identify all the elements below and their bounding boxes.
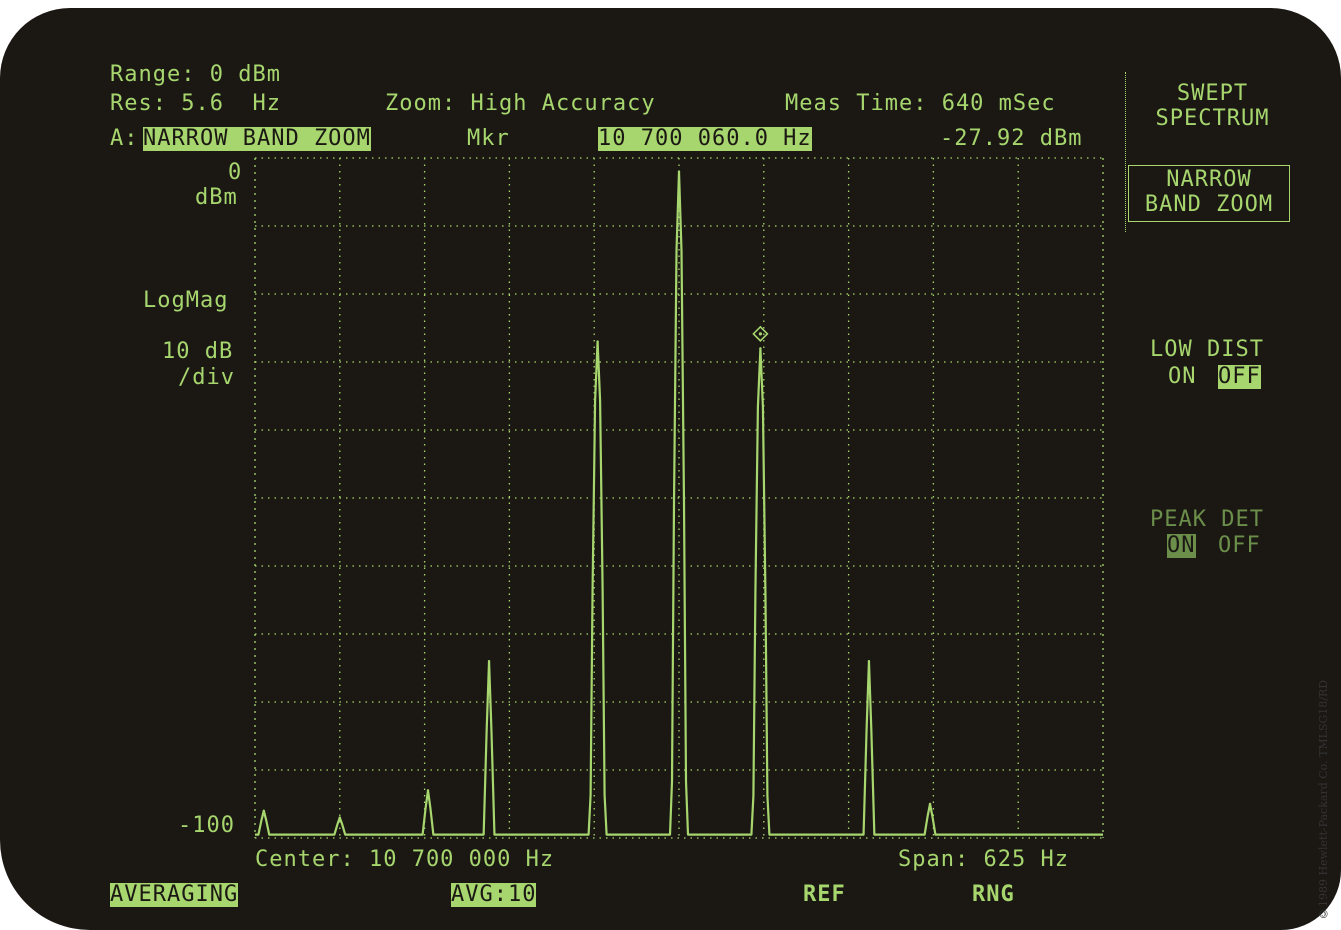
spectral-peak (338, 816, 341, 819)
softkey-menu-title-2: SPECTRUM (1155, 106, 1270, 131)
analyzer-screen: Range: 0 dBm Res: 5.6 Hz Zoom: High Accu… (0, 8, 1341, 930)
marker-label: Mkr (467, 126, 510, 151)
plot-grid (254, 157, 1104, 839)
low-dist-on: ON (1168, 364, 1197, 389)
spectrum-trace-group (255, 170, 1103, 836)
spectrum-plot (254, 157, 1104, 839)
peak-det-off: OFF (1218, 533, 1261, 558)
menu-bracket (1125, 72, 1126, 232)
trace-prefix: A: (110, 126, 139, 151)
spectral-peak (759, 347, 762, 350)
spectral-peak (426, 789, 430, 792)
y-scale-unit: /div (178, 365, 235, 390)
spectral-peak (262, 809, 266, 812)
spectral-peak (867, 660, 871, 663)
low-dist-label: LOW DIST (1150, 337, 1264, 362)
y-top-unit: dBm (195, 185, 238, 210)
nbz-label-2: BAND ZOOM (1144, 192, 1274, 217)
rng-indicator: RNG (972, 882, 1015, 907)
avg-count-badge: AVG:10 (451, 882, 537, 907)
y-top-value: 0 (228, 160, 243, 185)
averaging-badge: AVERAGING (110, 882, 239, 907)
ref-indicator: REF (803, 882, 846, 907)
spectral-peak (928, 802, 932, 806)
low-dist-off: OFF (1218, 364, 1261, 389)
range-readout: Range: 0 dBm (110, 62, 281, 87)
y-bottom-value: -100 (178, 813, 235, 838)
marker-level: -27.92 dBm (940, 126, 1083, 151)
marker-diamond-icon (752, 325, 769, 342)
zoom-readout: Zoom: High Accuracy (385, 91, 656, 116)
spectral-peak (677, 170, 681, 173)
copyright-notice: ©1989 Hewlett-Packard Co. TMLSG18/RD (1317, 679, 1330, 920)
y-scale-value: 10 dB (162, 339, 234, 364)
resolution-readout: Res: 5.6 Hz (110, 91, 281, 116)
spectral-peak (596, 340, 599, 343)
marker-group (752, 325, 769, 342)
trace-mode-badge: NARROW BAND ZOOM (143, 126, 371, 151)
spectrum-trace (255, 170, 1103, 836)
marker-frequency: 10 700 060.0 Hz (598, 126, 812, 151)
meas-time-readout: Meas Time: 640 mSec (785, 91, 1056, 116)
spectral-peak (487, 660, 491, 663)
y-scale-type: LogMag (143, 288, 229, 313)
peak-det-on: ON (1167, 533, 1196, 558)
narrow-band-zoom-softkey[interactable]: NARROW BAND ZOOM (1128, 165, 1290, 222)
softkey-menu-title-1: SWEPT (1176, 81, 1249, 106)
peak-det-label: PEAK DET (1150, 507, 1264, 532)
marker-center-dot (758, 332, 763, 336)
center-frequency: Center: 10 700 000 Hz (255, 847, 555, 872)
span-readout: Span: 625 Hz (898, 847, 1069, 872)
nbz-label-1: NARROW (1166, 167, 1252, 192)
